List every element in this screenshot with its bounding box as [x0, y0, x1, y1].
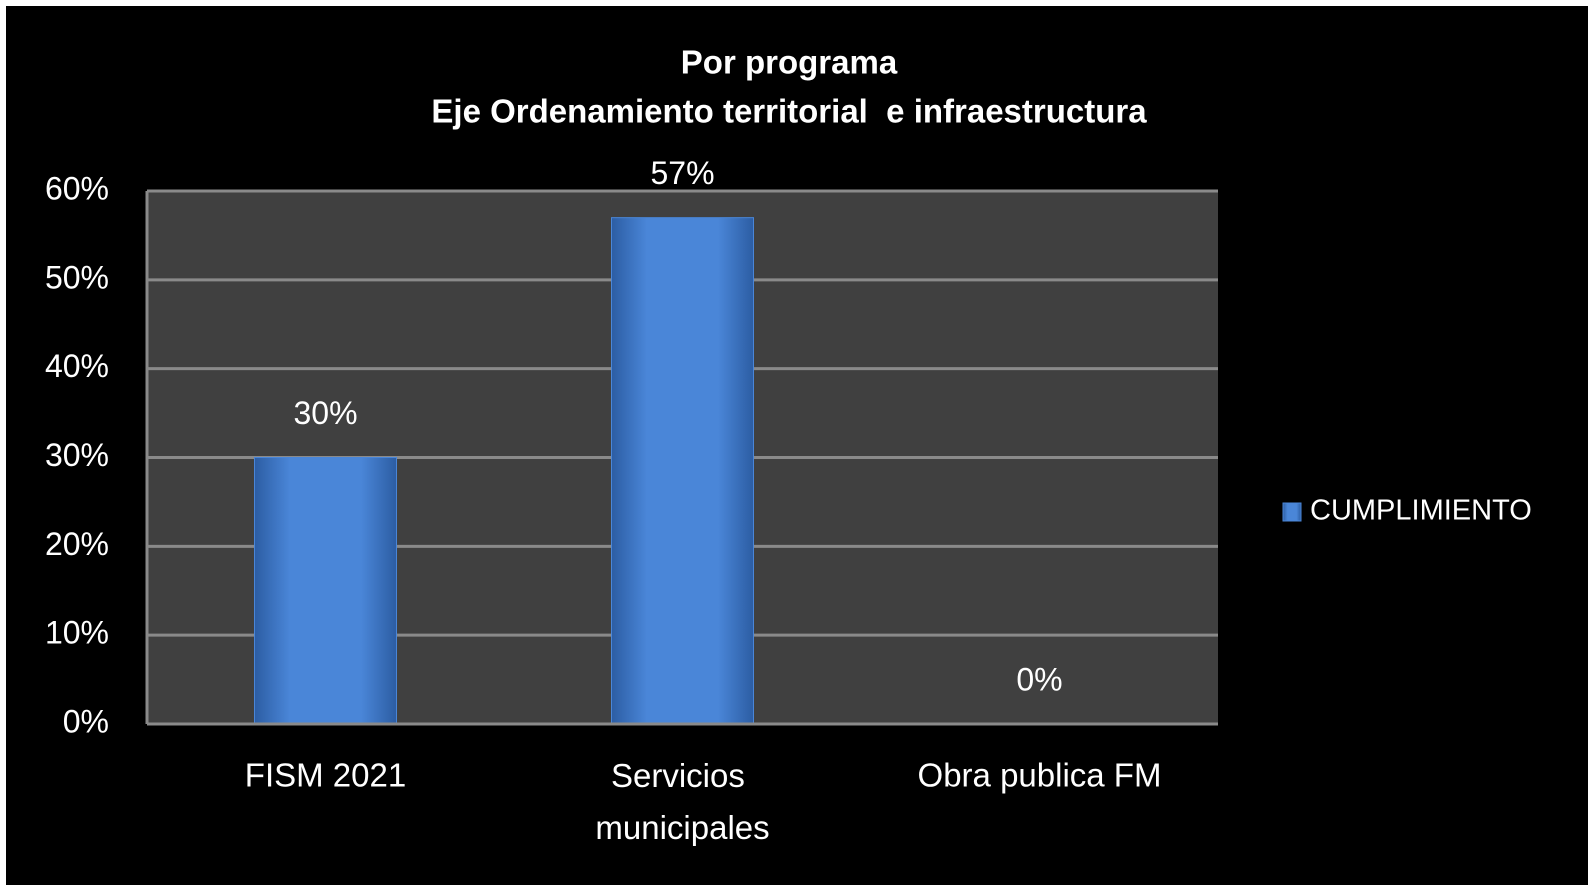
- data-label: 57%: [650, 155, 714, 191]
- y-tick-label: 50%: [45, 259, 109, 295]
- bar: [611, 217, 754, 725]
- y-tick-label: 20%: [45, 526, 109, 562]
- x-tick-label: Servicios municipales: [595, 757, 769, 846]
- x-tick-label: FISM 2021: [245, 757, 406, 794]
- y-tick-label: 40%: [45, 348, 109, 384]
- x-tick-label: Obra publica FM: [918, 757, 1162, 794]
- chart-subtitle: Eje Ordenamiento territorial e infraestr…: [431, 93, 1147, 130]
- y-tick-label: 60%: [45, 170, 109, 206]
- bar: [254, 457, 397, 725]
- chart-title: Por programa: [681, 44, 898, 81]
- y-tick-label: 0%: [63, 703, 109, 739]
- y-tick-label: 30%: [45, 437, 109, 473]
- data-label: 0%: [1016, 661, 1062, 697]
- data-label: 30%: [293, 395, 357, 431]
- y-tick-label: 10%: [45, 615, 109, 651]
- legend-label: CUMPLIMIENTO: [1310, 495, 1532, 527]
- legend-marker: [1282, 502, 1302, 522]
